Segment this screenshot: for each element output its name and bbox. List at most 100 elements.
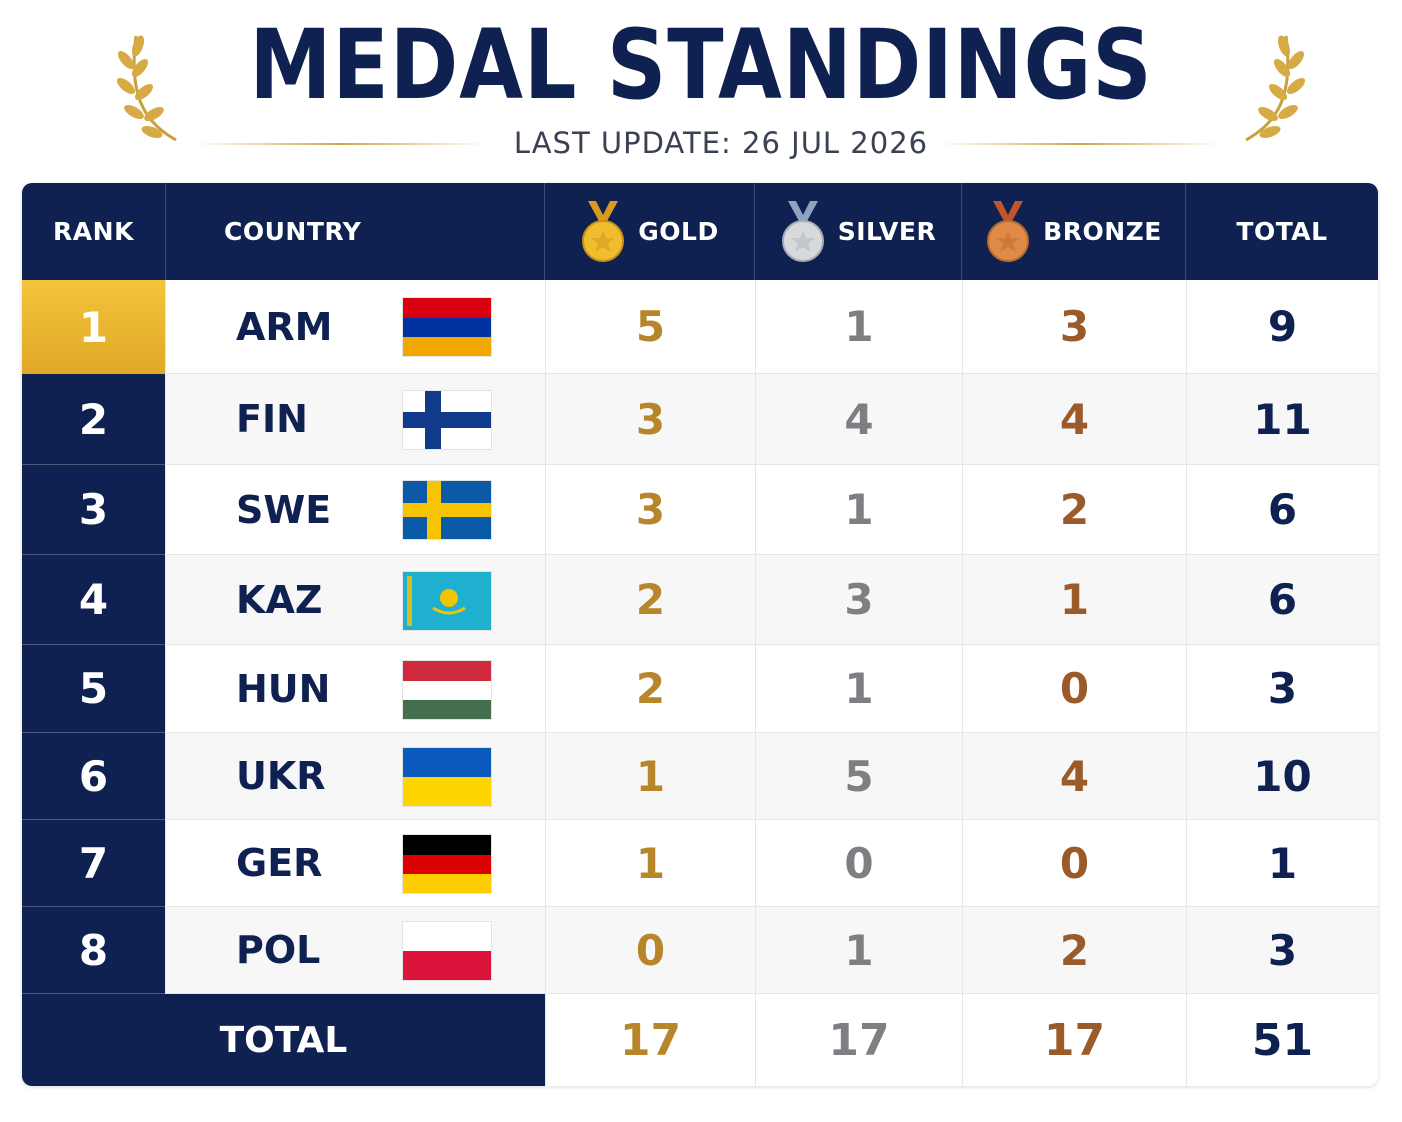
total-count: 3 xyxy=(1186,907,1378,994)
country-code: HUN xyxy=(236,666,331,711)
ukraine-flag-icon xyxy=(403,748,491,806)
gold-count: 1 xyxy=(545,733,755,820)
divider-left xyxy=(196,143,486,145)
finland-flag-icon xyxy=(403,391,491,449)
column-header-rank-label: RANK xyxy=(53,217,134,246)
header-divider xyxy=(165,183,166,280)
bronze-count: 0 xyxy=(962,645,1186,733)
country-code: FIN xyxy=(236,397,308,441)
gold-count: 3 xyxy=(545,465,755,555)
table-row: 1 ARM 5 1 3 9 xyxy=(22,280,1378,374)
totals-label: TOTAL xyxy=(22,994,545,1086)
grand-total: 51 xyxy=(1186,994,1378,1086)
country-code: ARM xyxy=(236,304,333,349)
column-header-gold-label: GOLD xyxy=(638,217,719,246)
total-count: 6 xyxy=(1186,465,1378,555)
header-divider xyxy=(544,183,545,280)
gold-count: 3 xyxy=(545,374,755,465)
gold-count: 5 xyxy=(545,280,755,374)
bronze-count: 4 xyxy=(962,374,1186,465)
gold-medal-icon xyxy=(582,200,625,262)
table-row: 2 FIN 3 4 4 11 xyxy=(22,374,1378,465)
armenia-flag-icon xyxy=(403,298,491,356)
silver-count: 1 xyxy=(755,645,962,733)
total-count: 1 xyxy=(1186,820,1378,907)
column-header-gold: GOLD xyxy=(545,183,754,280)
country-cell: SWE xyxy=(165,465,545,555)
table-row: 3 SWE 3 1 2 6 xyxy=(22,465,1378,555)
totals-row: TOTAL 17 17 17 51 xyxy=(22,994,1378,1086)
total-count: 9 xyxy=(1186,280,1378,374)
page-header: MEDAL STANDINGS LAST UPDATE: 26 JUL 2026 xyxy=(0,0,1402,180)
rank-cell: 8 xyxy=(22,907,165,994)
column-header-country-label: COUNTRY xyxy=(224,217,362,246)
column-header-bronze-label: BRONZE xyxy=(1043,217,1162,246)
laurel-left-icon xyxy=(116,35,177,142)
silver-count: 0 xyxy=(755,820,962,907)
country-cell: POL xyxy=(165,907,545,994)
germany-flag-icon xyxy=(403,835,491,893)
bronze-count: 4 xyxy=(962,733,1186,820)
table-row: 7 GER 1 0 0 1 xyxy=(22,820,1378,907)
column-header-silver-label: SILVER xyxy=(837,217,937,246)
rank-cell: 1 xyxy=(22,280,165,374)
kazakhstan-flag-icon xyxy=(403,572,491,630)
header-divider xyxy=(1185,183,1186,280)
country-code: GER xyxy=(236,841,323,885)
page-title: MEDAL STANDINGS xyxy=(249,9,1153,121)
bronze-count: 1 xyxy=(962,555,1186,645)
total-count: 3 xyxy=(1186,645,1378,733)
total-count: 11 xyxy=(1186,374,1378,465)
silver-count: 1 xyxy=(755,907,962,994)
country-cell: UKR xyxy=(165,733,545,820)
table-row: 8 POL 0 1 2 3 xyxy=(22,907,1378,994)
silver-count: 5 xyxy=(755,733,962,820)
gold-total: 17 xyxy=(545,994,755,1086)
gold-count: 2 xyxy=(545,555,755,645)
bronze-count: 3 xyxy=(962,280,1186,374)
rank-cell: 5 xyxy=(22,645,165,733)
bronze-medal-icon xyxy=(987,200,1030,262)
country-cell: ARM xyxy=(165,280,545,374)
silver-count: 4 xyxy=(755,374,962,465)
country-cell: KAZ xyxy=(165,555,545,645)
laurel-right-icon xyxy=(1245,35,1306,142)
column-header-bronze: BRONZE xyxy=(962,183,1185,280)
gold-count: 2 xyxy=(545,645,755,733)
rank-cell: 7 xyxy=(22,820,165,907)
total-count: 6 xyxy=(1186,555,1378,645)
column-header-total-label: TOTAL xyxy=(1236,217,1328,246)
country-code: UKR xyxy=(236,754,326,798)
silver-count: 1 xyxy=(755,280,962,374)
column-header-country: COUNTRY xyxy=(224,183,524,280)
last-update-text: LAST UPDATE: 26 JUL 2026 xyxy=(513,126,929,160)
gold-count: 0 xyxy=(545,907,755,994)
bronze-count: 0 xyxy=(962,820,1186,907)
bronze-count: 2 xyxy=(962,907,1186,994)
table-row: 5 HUN 2 1 0 3 xyxy=(22,645,1378,733)
column-header-total: TOTAL xyxy=(1186,183,1378,280)
country-code: SWE xyxy=(236,487,332,532)
country-code: KAZ xyxy=(236,577,323,622)
table-header: RANK COUNTRY GOLD SILVER xyxy=(22,183,1378,280)
column-header-rank: RANK xyxy=(22,183,165,280)
country-code: POL xyxy=(236,928,321,972)
sweden-flag-icon xyxy=(403,481,491,539)
total-count: 10 xyxy=(1186,733,1378,820)
medal-table: RANK COUNTRY GOLD SILVER xyxy=(22,183,1378,1086)
rank-cell: 4 xyxy=(22,555,165,645)
table-row: 4 KAZ 2 3 1 6 xyxy=(22,555,1378,645)
country-cell: FIN xyxy=(165,374,545,465)
silver-count: 3 xyxy=(755,555,962,645)
silver-medal-icon xyxy=(781,200,824,262)
rank-cell: 2 xyxy=(22,374,165,465)
hungary-flag-icon xyxy=(403,661,491,719)
column-header-silver: SILVER xyxy=(755,183,961,280)
header-divider xyxy=(754,183,755,280)
silver-total: 17 xyxy=(755,994,962,1086)
bronze-total: 17 xyxy=(962,994,1186,1086)
country-cell: HUN xyxy=(165,645,545,733)
rank-cell: 3 xyxy=(22,465,165,555)
gold-count: 1 xyxy=(545,820,755,907)
table-row: 6 UKR 1 5 4 10 xyxy=(22,733,1378,820)
